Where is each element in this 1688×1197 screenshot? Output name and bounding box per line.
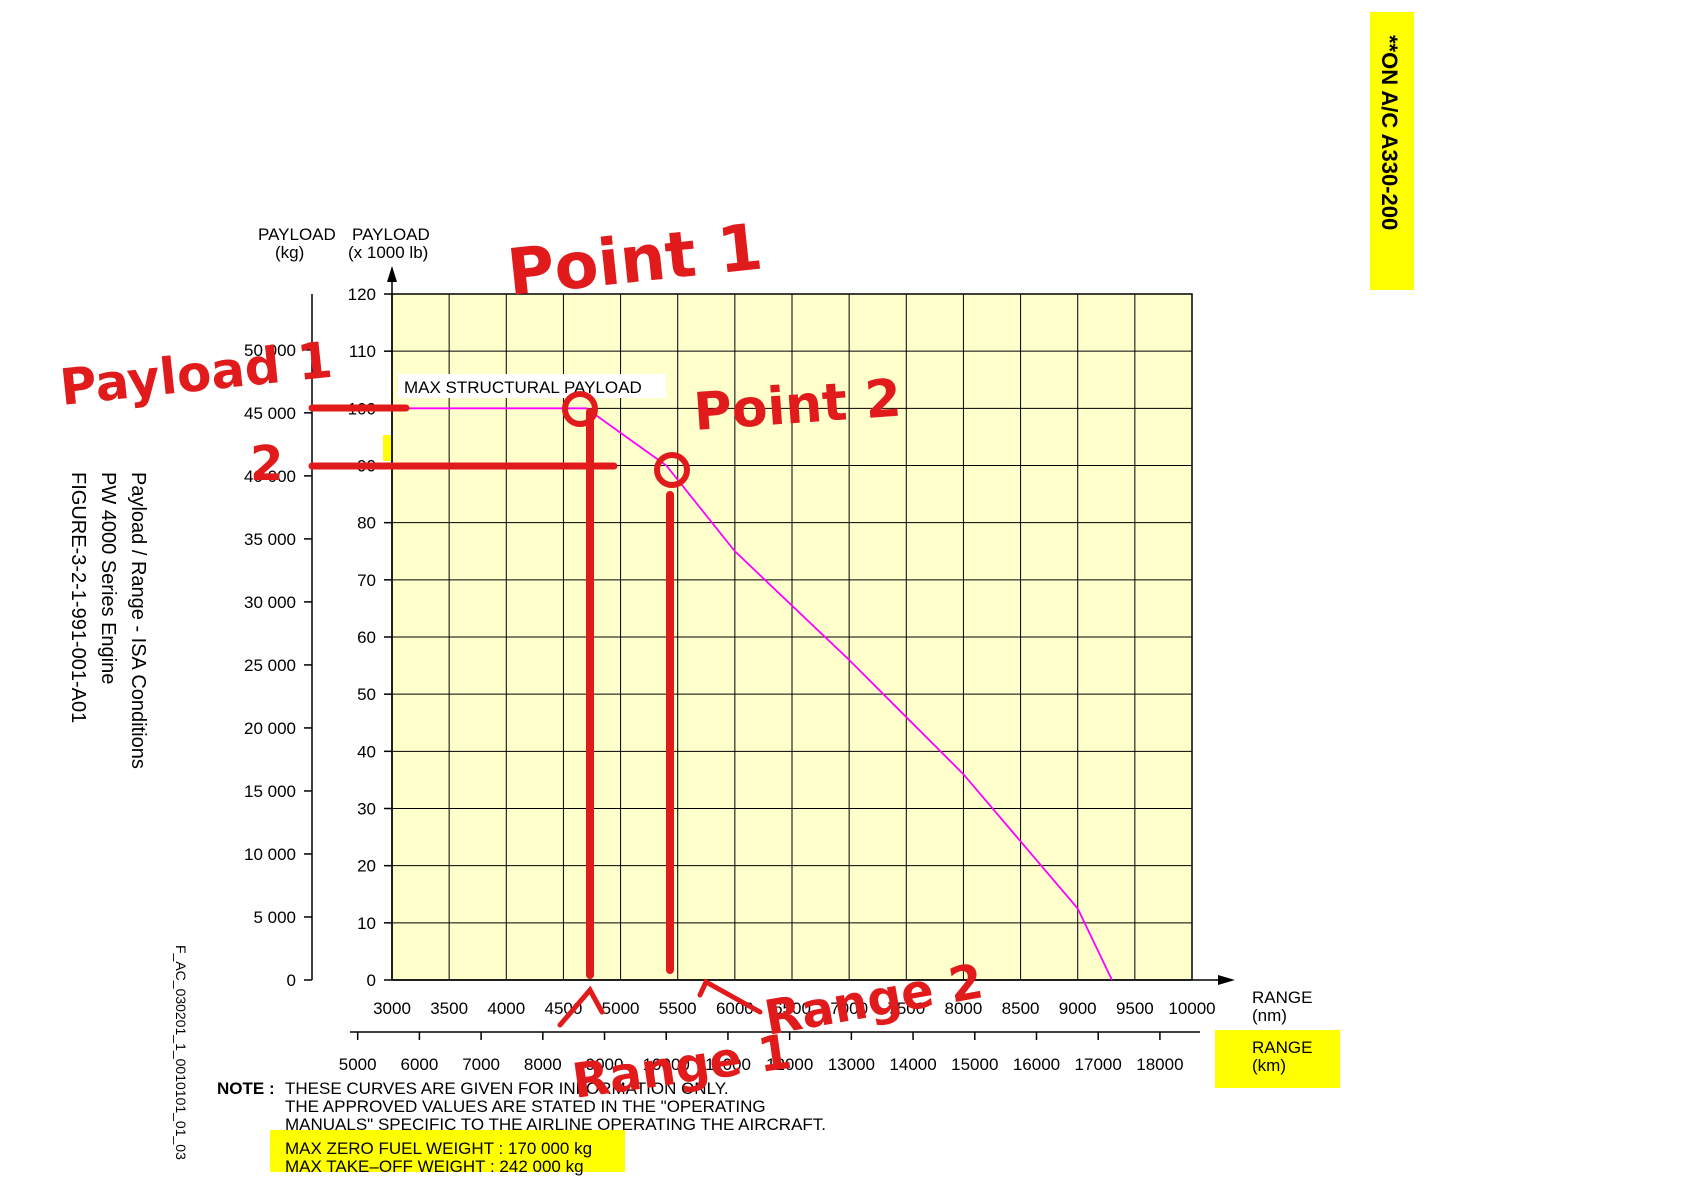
side-caption-line1: Payload / Range - ISA Conditions <box>127 472 149 769</box>
y-lb-tick-label: 110 <box>349 342 376 361</box>
x-nm-title-2: (nm) <box>1252 1006 1287 1025</box>
highlight-marks <box>270 12 1414 1172</box>
x-km-tick-label: 12000 <box>766 1055 813 1074</box>
range1-arrow <box>557 985 605 1028</box>
point2-label: Point 2 <box>692 369 904 443</box>
x-nm-title-1: RANGE <box>1252 988 1312 1007</box>
y-lb-tick-label: 70 <box>357 571 376 590</box>
x-km-tick-label: 8000 <box>524 1055 562 1074</box>
y-kg-tick-label: 35 000 <box>244 530 296 549</box>
highlight-weights <box>270 1130 625 1172</box>
x-ticks-km: 5000 6000 7000 8000 9000 10000 11000 12000 13000… <box>339 1032 1184 1074</box>
grid-lines <box>392 294 1192 980</box>
x-nm-tick-label: 8500 <box>1002 999 1040 1018</box>
y-kg-tick-label: 25 000 <box>244 656 296 675</box>
x-nm-tick-label: 9500 <box>1116 999 1154 1018</box>
x-km-tick-label: 6000 <box>400 1055 438 1074</box>
y-left-title-1: PAYLOAD <box>258 225 336 244</box>
x-ticks-nm: 3000 3500 4000 4500 5000 5500 6000 6500 7000 7500… <box>373 999 1216 1018</box>
y-kg-tick-label: 30 000 <box>244 593 296 612</box>
x-km-tick-label: 17000 <box>1075 1055 1122 1074</box>
x-km-tick-label: 5000 <box>339 1055 377 1074</box>
point2-circle <box>654 452 690 488</box>
x-nm-tick-label: 7500 <box>887 999 925 1018</box>
note-label: NOTE : <box>217 1079 275 1098</box>
figure-code-text: F_AC_030201_1_0010101_01_03 <box>173 945 189 1160</box>
x-km-tick-label: 9000 <box>586 1055 624 1074</box>
x-nm-tick-label: 9000 <box>1059 999 1097 1018</box>
x-km-tick-label: 7000 <box>462 1055 500 1074</box>
x-km-tick-label: 13000 <box>828 1055 875 1074</box>
x-nm-tick-label: 3000 <box>373 999 411 1018</box>
series-line-max-payload <box>392 407 1113 981</box>
x-nm-tick-label: 3500 <box>430 999 468 1018</box>
y-kg-tick-label: 40 000 <box>244 467 296 486</box>
page-note: **ON A/C A330-200 <box>1377 35 1402 230</box>
x-km-tick-label: 11000 <box>705 1055 751 1074</box>
y-ticks-lb: 0102030405060708090100110120 <box>348 285 392 990</box>
y-axis-arrow <box>387 266 397 282</box>
side-caption-line2: PW 4000 Series Engine <box>97 472 119 684</box>
x-nm-tick-label: 5000 <box>602 999 640 1018</box>
x-km-tick-label: 10000 <box>643 1055 690 1074</box>
x-axis-arrow <box>1218 975 1235 985</box>
y-lb-tick-label: 10 <box>357 914 376 933</box>
y-kg-tick-label: 50 000 <box>244 341 296 360</box>
payload2-label: 2 <box>250 436 283 492</box>
y-kg-tick-label: 10 000 <box>244 845 296 864</box>
page-note-text: **ON A/C A330-200 <box>1377 35 1402 230</box>
y-kg-tick-label: 5 000 <box>253 908 296 927</box>
y-lb-tick-label: 0 <box>367 971 376 990</box>
y-lb-tick-label: 30 <box>357 800 376 819</box>
side-caption: Payload / Range - ISA Conditions PW 4000… <box>67 472 149 769</box>
x-nm-tick-label: 10000 <box>1168 999 1215 1018</box>
y-lb-tick-label: 40 <box>357 742 376 761</box>
x-nm-tick-label: 8000 <box>945 999 983 1018</box>
y-kg-tick-label: 20 000 <box>244 719 296 738</box>
y-kg-tick-label: 15 000 <box>244 782 296 801</box>
y-right-title-2: (x 1000 lb) <box>348 243 428 262</box>
note-line3: MANUALS" SPECIFIC TO THE AIRLINE OPERATI… <box>285 1115 826 1134</box>
x-km-tick-label: 16000 <box>1013 1055 1060 1074</box>
note-mzfw: MAX ZERO FUEL WEIGHT : 170 000 kg <box>285 1139 592 1158</box>
note-mtow: MAX TAKE–OFF WEIGHT : 242 000 kg <box>285 1157 584 1176</box>
y-kg-tick-label: 0 <box>287 971 296 990</box>
x-km-title-1: RANGE <box>1252 1038 1312 1057</box>
point1-circle <box>562 391 598 427</box>
curve-label-bg <box>398 374 666 398</box>
y-lb-tick-label: 20 <box>357 857 376 876</box>
x-nm-tick-label: 6500 <box>773 999 811 1018</box>
y-kg-tick-label: 45 000 <box>244 404 296 423</box>
highlight-range-km <box>1215 1030 1340 1088</box>
curve-label: MAX STRUCTURAL PAYLOAD <box>404 378 642 397</box>
note-line2: THE APPROVED VALUES ARE STATED IN THE "O… <box>285 1097 766 1116</box>
y-lb-tick-label: 50 <box>357 685 376 704</box>
highlight-page-note <box>1370 12 1414 290</box>
x-km-tick-label: 14000 <box>889 1055 936 1074</box>
x-km-tick-label: 15000 <box>951 1055 998 1074</box>
y-lb-tick-label: 60 <box>357 628 376 647</box>
side-caption-line3: FIGURE-3-2-1-991-001-A01 <box>67 472 89 723</box>
y-ticks-kg: 0 5 000 10 000 15 000 20 000 25 000 30 000 35 0… <box>244 341 312 990</box>
y-lb-tick-label: 120 <box>348 285 376 304</box>
y-lb-tick-label: 80 <box>357 514 376 533</box>
x-nm-tick-label: 5500 <box>659 999 697 1018</box>
note-line1: THESE CURVES ARE GIVEN FOR INFORMATION O… <box>285 1079 729 1098</box>
y-left-title-2: (kg) <box>275 243 304 262</box>
range2-arrow <box>697 978 763 1015</box>
x-nm-tick-label: 6000 <box>716 999 754 1018</box>
x-km-tick-label: 18000 <box>1136 1055 1183 1074</box>
y-right-title-1: PAYLOAD <box>352 225 430 244</box>
x-km-title-2: (km) <box>1252 1056 1286 1075</box>
figure-code: F_AC_030201_1_0010101_01_03 <box>173 945 189 1160</box>
x-nm-tick-label: 7000 <box>830 999 868 1018</box>
x-nm-tick-label: 4000 <box>487 999 525 1018</box>
